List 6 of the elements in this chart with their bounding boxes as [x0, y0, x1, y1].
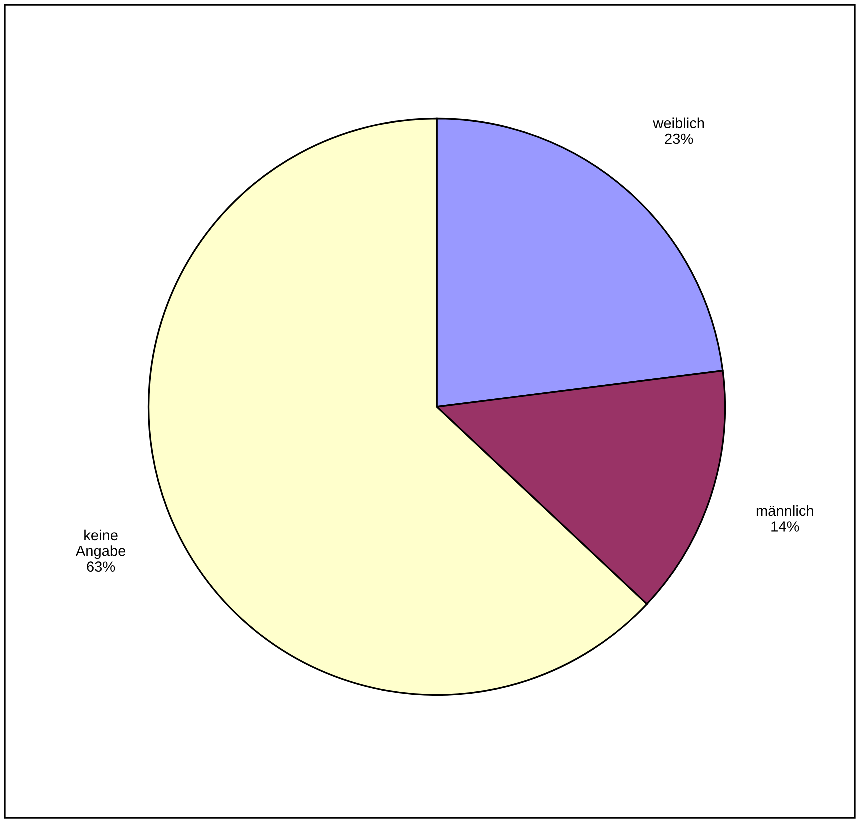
slice-label: männlich	[756, 505, 814, 516]
slice-label: keine Angabe	[76, 530, 126, 560]
data-label: 23%	[665, 134, 694, 144]
slice-label: weiblich	[653, 118, 704, 128]
data-label: 63%	[87, 562, 116, 572]
data-label: 14%	[772, 522, 800, 532]
